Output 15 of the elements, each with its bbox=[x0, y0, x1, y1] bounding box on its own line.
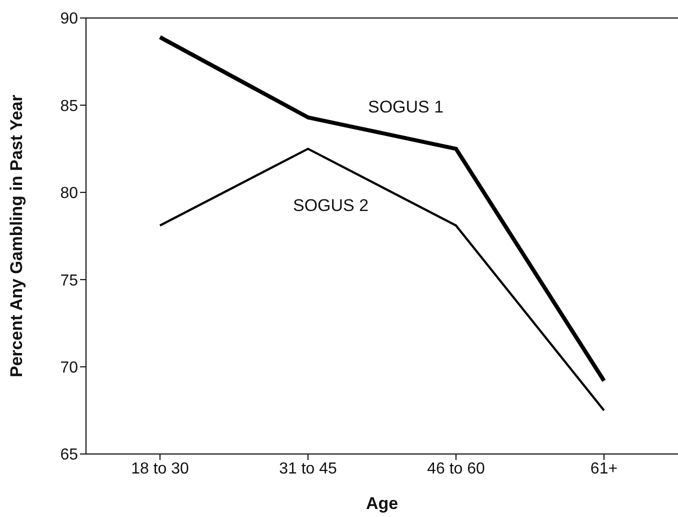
y-tick-label: 75 bbox=[60, 272, 78, 290]
y-tick-label: 80 bbox=[60, 185, 78, 202]
series-label: SOGUS 1 bbox=[368, 97, 444, 116]
y-tick-label: 65 bbox=[60, 446, 78, 464]
series-label: SOGUS 2 bbox=[293, 196, 369, 215]
y-tick-label: 85 bbox=[60, 98, 78, 115]
y-axis-title: Percent Any Gambling in Past Year bbox=[7, 94, 26, 378]
x-tick-label: 46 to 60 bbox=[427, 460, 486, 478]
y-tick-label: 90 bbox=[60, 10, 78, 28]
x-tick-label: 31 to 45 bbox=[279, 460, 338, 478]
x-tick-label: 18 to 30 bbox=[131, 460, 190, 478]
x-tick-label: 61+ bbox=[590, 460, 618, 478]
line-series bbox=[158, 35, 606, 383]
x-axis-title: Age bbox=[366, 494, 398, 513]
y-tick-label: 70 bbox=[60, 359, 78, 376]
